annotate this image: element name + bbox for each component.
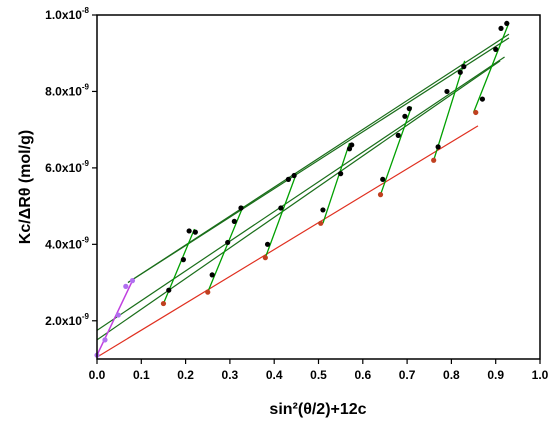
data-point [380, 176, 386, 182]
data-point [285, 176, 291, 182]
data-point [180, 257, 186, 263]
angle-fit-line [264, 173, 297, 258]
x-tick-label: 0.7 [399, 368, 416, 382]
data-point [498, 25, 504, 31]
angle-fit-line [433, 60, 466, 161]
x-tick-label: 0.5 [310, 368, 327, 382]
plot-points [94, 20, 510, 358]
zero-concentration-point [318, 220, 324, 226]
concentration-fit-line [96, 60, 501, 341]
x-axis-title: sin²(θ/2)+12c [269, 401, 366, 418]
data-point [435, 144, 441, 150]
data-point [493, 46, 499, 53]
data-point [406, 106, 412, 112]
angle-fit-line [472, 22, 510, 113]
x-axis-ticks: 0.0 0.1 0.2 0.3 0.4 0.5 0.6 0.7 0.8 0.9 1.0 [89, 359, 549, 382]
zero-concentration-point [262, 255, 268, 261]
data-point [504, 20, 510, 27]
zero-concentration-line [96, 125, 479, 358]
data-point [231, 218, 237, 224]
zero-concentration-point [205, 289, 211, 295]
x-tick-label: 0.9 [487, 368, 504, 382]
zero-angle-point [123, 283, 129, 289]
x-tick-label: 0.4 [266, 368, 283, 382]
data-point [264, 241, 271, 247]
concentration-fit-line [96, 56, 505, 331]
data-point [346, 146, 353, 152]
x-tick-label: 0.0 [89, 368, 106, 382]
zero-concentration-point [431, 157, 437, 163]
angle-fit-line [379, 106, 413, 195]
zero-angle-line [96, 280, 134, 356]
zero-angle-point [129, 278, 136, 284]
data-point [291, 172, 297, 179]
data-point [278, 205, 284, 211]
x-tick-label: 1.0 [532, 368, 549, 382]
angle-fit-line [207, 205, 244, 293]
data-point [209, 272, 215, 278]
data-point [402, 113, 408, 119]
zero-angle-point [115, 312, 121, 318]
data-point [238, 205, 244, 211]
x-tick-label: 0.1 [133, 368, 150, 382]
y-axis-title: Kc/ΔRθ (mol/g) [17, 130, 34, 244]
angle-fit-line [322, 142, 351, 224]
data-point [192, 229, 198, 235]
data-point [457, 69, 463, 75]
x-tick-label: 0.2 [177, 368, 194, 382]
data-point [479, 96, 486, 102]
zero-concentration-point [473, 109, 479, 116]
plot-lines [96, 22, 510, 358]
zero-angle-point [102, 337, 108, 343]
x-tick-label: 0.3 [222, 368, 239, 382]
y-tick-label: 6.0x10-9 [45, 159, 89, 175]
data-point [225, 239, 231, 246]
y-tick-label: 8.0x10-9 [45, 82, 89, 98]
concentration-fit-line [127, 37, 510, 284]
zero-concentration-point [377, 192, 384, 198]
data-point [349, 142, 355, 148]
data-point [395, 132, 401, 138]
y-axis-ticks: 2.0x10-9 4.0x10-9 6.0x10-9 8.0x10-9 1.0x10-8 [45, 6, 97, 328]
y-tick-label: 1.0x10-8 [45, 6, 89, 22]
data-point [320, 207, 326, 213]
zero-concentration-point [160, 300, 167, 307]
x-tick-label: 0.8 [443, 368, 460, 382]
y-tick-label: 4.0x10-9 [45, 235, 89, 251]
data-point [444, 88, 450, 95]
x-tick-label: 0.6 [354, 368, 371, 382]
data-point [186, 228, 192, 234]
data-point [461, 64, 467, 70]
data-point [338, 171, 344, 177]
data-point [166, 287, 172, 293]
y-tick-label: 2.0x10-9 [45, 312, 89, 328]
